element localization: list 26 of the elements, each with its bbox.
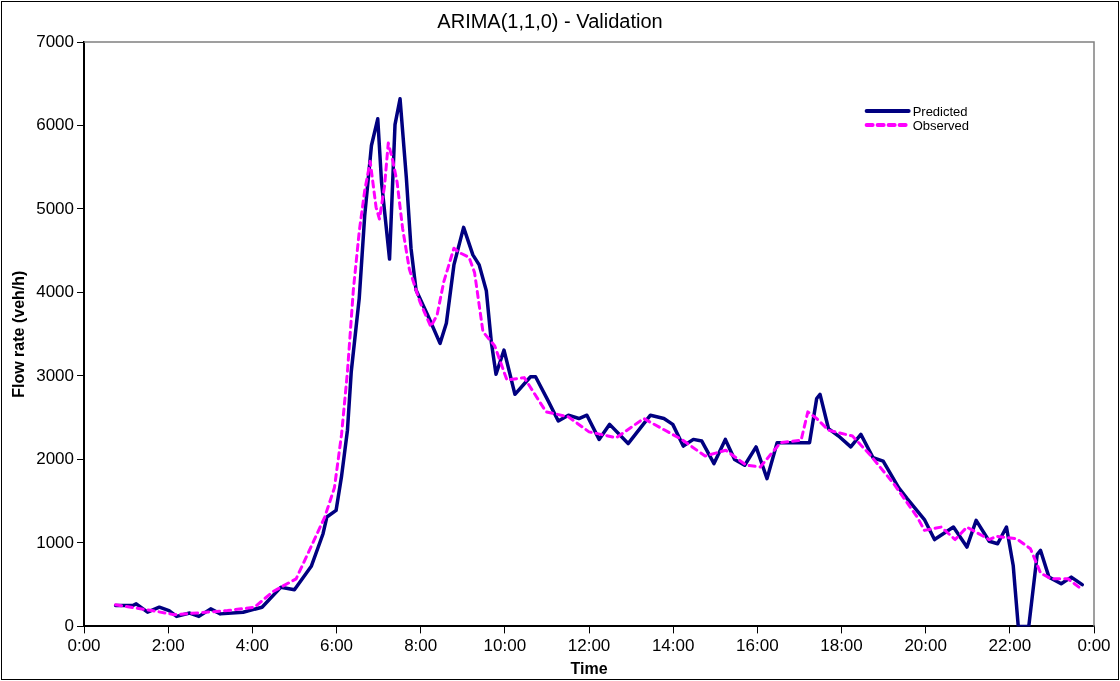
x-tick-label: 18:00 [820,636,863,656]
x-tick-label: 4:00 [235,636,269,656]
y-tick-label: 0 [64,616,75,636]
x-axis-title: Time [570,659,608,677]
x-tick-label: 12:00 [567,636,611,656]
y-tick-label: 3000 [36,365,75,385]
x-tick-label: 8:00 [404,636,438,656]
x-tick-label: 20:00 [904,636,947,656]
y-tick-label: 2000 [36,449,75,469]
x-tick-label: 16:00 [736,636,779,656]
y-tick-label: 1000 [36,532,75,552]
y-tick-label: 7000 [36,31,75,51]
x-tick-label: 0:00 [1077,636,1111,656]
chart-title: ARIMA(1,1,0) - Validation [437,9,663,32]
x-tick-label: 22:00 [988,636,1032,656]
y-tick-label: 6000 [36,115,75,135]
x-tick-label: 14:00 [651,636,695,656]
legend-label: Observed [912,117,970,133]
y-axis-title: Flow rate (veh/h) [10,270,28,398]
x-tick-label: 0:00 [67,636,101,656]
x-tick-label: 6:00 [319,636,354,656]
x-tick-label: 2:00 [151,636,185,656]
y-tick-label: 4000 [36,282,75,302]
legend-label: Predicted [912,103,968,119]
y-tick-label: 5000 [36,198,75,218]
x-tick-label: 10:00 [483,636,527,656]
